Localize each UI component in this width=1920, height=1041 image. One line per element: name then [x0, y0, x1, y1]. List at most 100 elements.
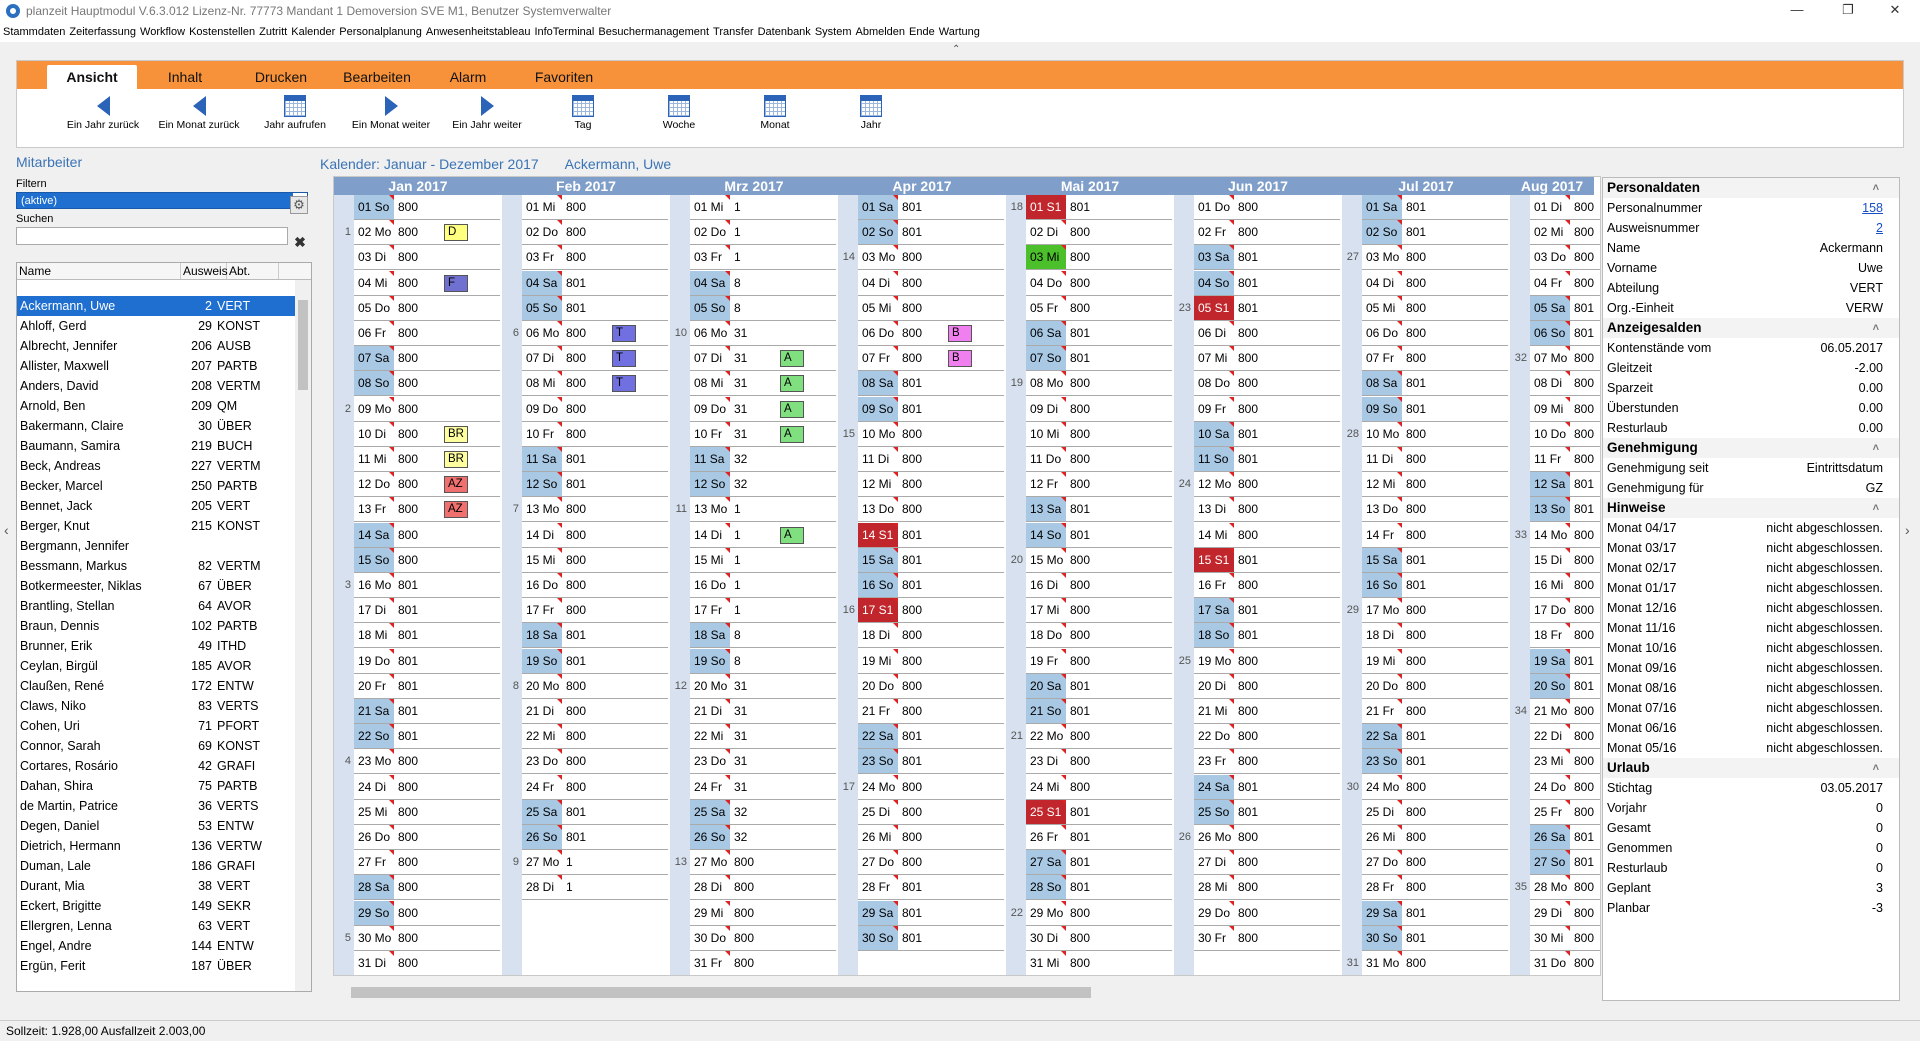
day-row[interactable]: 14 Di 1 A	[690, 522, 836, 548]
menu-item-ende[interactable]: Ende	[909, 26, 935, 38]
day-row[interactable]: 12 Mi 800	[1362, 472, 1508, 498]
day-row[interactable]: 07 Mi 800	[1194, 346, 1340, 372]
day-row[interactable]: 17 Fr 800	[522, 598, 668, 624]
day-row[interactable]: 22 Mi 31	[690, 724, 836, 750]
day-row[interactable]: 20 So 801	[1530, 673, 1600, 699]
day-row[interactable]: 19 Fr 800	[1026, 648, 1172, 674]
employee-row[interactable]: Degen, Daniel 53 ENTW	[17, 816, 311, 836]
menu-item-kalender[interactable]: Kalender	[291, 26, 336, 38]
day-row[interactable]: 08 Di 800	[1530, 371, 1600, 397]
absence-badge[interactable]: A	[780, 375, 804, 393]
day-row[interactable]: 10 Sa 801	[1194, 421, 1340, 447]
day-row[interactable]: 18 Di 800	[1362, 623, 1508, 649]
day-row[interactable]: 25 Mi 800	[354, 799, 500, 825]
detail-link[interactable]: 2	[1876, 221, 1883, 235]
day-row[interactable]: 16 So 801	[1362, 573, 1508, 598]
day-row[interactable]: 29 Sa 801	[1362, 900, 1508, 926]
day-row[interactable]: 24 Do 800	[1530, 774, 1600, 800]
employee-row[interactable]: Bakermann, Claire 30 ÜBER	[17, 416, 311, 436]
absence-badge[interactable]: D	[444, 224, 468, 242]
employee-row[interactable]: Brantling, Stellan 64 AVOR	[17, 596, 311, 616]
day-row[interactable]: 05 Sa 801	[1530, 295, 1600, 321]
day-row[interactable]: 28 Di 1	[522, 875, 668, 901]
employee-row[interactable]: Allister, Maxwell 207 PARTB	[17, 356, 311, 376]
day-row[interactable]: 25 Fr 800	[1530, 799, 1600, 825]
absence-badge[interactable]: BR	[444, 451, 468, 468]
day-row[interactable]: 06 Fr 800	[354, 321, 500, 346]
employee-row[interactable]: Bergmann, Jennifer	[17, 536, 311, 556]
day-row[interactable]: 17 Do 800	[1530, 598, 1600, 624]
day-row[interactable]: 02 Mi 800	[1530, 220, 1600, 246]
column-header-name[interactable]: Name	[17, 263, 181, 279]
day-row[interactable]: 18 Do 800	[1026, 623, 1172, 649]
day-row[interactable]: 12 So 801	[522, 472, 668, 498]
day-row[interactable]: 11 Di 800	[858, 447, 1004, 472]
day-row[interactable]: 09 So 801	[1362, 396, 1508, 422]
gear-icon[interactable]: ⚙	[290, 196, 308, 214]
day-row[interactable]: 31 Fr 800	[690, 951, 836, 975]
day-row[interactable]: 03 Sa 801	[1194, 245, 1340, 271]
day-row[interactable]: 08 Mo 800	[1026, 371, 1172, 397]
day-row[interactable]: 07 Fr 800 B	[858, 346, 1004, 372]
search-input[interactable]	[16, 227, 288, 245]
absence-badge[interactable]: T	[612, 350, 636, 368]
menu-item-kostenstellen[interactable]: Kostenstellen	[189, 26, 256, 38]
day-row[interactable]: 26 Fr 801	[1026, 825, 1172, 850]
day-row[interactable]: 03 Di 800	[354, 245, 500, 271]
day-row[interactable]: 14 So 801	[1026, 522, 1172, 548]
day-row[interactable]: 06 So 801	[1530, 321, 1600, 346]
section-genehmigung[interactable]: Genehmigung ˄	[1603, 438, 1899, 458]
day-row[interactable]: 24 Fr 31	[690, 774, 836, 800]
day-row[interactable]: 12 Fr 800	[1026, 472, 1172, 498]
day-row[interactable]: 02 So 801	[1362, 220, 1508, 246]
day-row[interactable]: 19 Mi 800	[858, 648, 1004, 674]
absence-badge[interactable]: B	[948, 325, 972, 342]
tab-favoriten[interactable]: Favoriten	[534, 69, 594, 85]
day-row[interactable]: 31 Mi 800	[1026, 951, 1172, 975]
scroll-left-icon[interactable]: ‹	[4, 522, 9, 538]
day-row[interactable]: 31 Do 800	[1530, 951, 1600, 975]
day-row[interactable]: 28 Fr 801	[858, 875, 1004, 901]
day-row[interactable]: 27 Fr 800	[354, 850, 500, 876]
day-row[interactable]: 02 Do 800	[522, 220, 668, 246]
employee-row[interactable]: Anders, David 208 VERTM	[17, 376, 311, 396]
day-row[interactable]: 03 Fr 800	[522, 245, 668, 271]
employee-row[interactable]: Ceylan, Birgül 185 AVOR	[17, 656, 311, 676]
day-row[interactable]: 20 Mo 31	[690, 673, 836, 699]
menu-item-infoterminal[interactable]: InfoTerminal	[534, 26, 595, 38]
day-row[interactable]: 05 Mi 800	[1362, 295, 1508, 321]
day-row[interactable]: 29 Sa 801	[858, 900, 1004, 926]
day-row[interactable]: 27 Do 800	[858, 850, 1004, 876]
menu-item-transfer[interactable]: Transfer	[713, 26, 754, 38]
day-row[interactable]: 05 So 801	[522, 295, 668, 321]
day-row[interactable]: 23 Do 800	[522, 749, 668, 775]
menu-item-workflow[interactable]: Workflow	[140, 26, 186, 38]
day-row[interactable]: 10 Di 800 BR	[354, 421, 500, 447]
employee-row[interactable]: Albrecht, Jennifer 206 AUSB	[17, 336, 311, 356]
day-row[interactable]: 05 S1 801	[1194, 295, 1340, 321]
employee-row[interactable]: Ackermann, Uwe 2 VERT	[17, 296, 311, 316]
clear-search-icon[interactable]: ✖	[294, 234, 306, 250]
day-row[interactable]: 21 Fr 800	[858, 699, 1004, 724]
day-row[interactable]: 07 Di 800 T	[522, 346, 668, 372]
day-row[interactable]: 30 Mi 800	[1530, 925, 1600, 951]
absence-badge[interactable]: B	[948, 350, 972, 368]
employee-row[interactable]: Engel, Andre 144 ENTW	[17, 936, 311, 956]
close-button[interactable]: ✕	[1889, 2, 1901, 17]
day-row[interactable]: 22 Mo 800	[1026, 724, 1172, 750]
menu-item-wartung[interactable]: Wartung	[938, 26, 980, 38]
day-row[interactable]: 27 Mo 800	[690, 850, 836, 876]
day-row[interactable]: 30 Do 800	[690, 925, 836, 951]
employee-row[interactable]: Arnold, Ben 209 QM	[17, 396, 311, 416]
day-row[interactable]: 07 So 801	[1026, 346, 1172, 372]
day-row[interactable]: 25 So 801	[1194, 799, 1340, 825]
employee-row[interactable]: Braun, Dennis 102 PARTB	[17, 616, 311, 636]
day-row[interactable]: 10 Mo 800	[858, 421, 1004, 447]
employee-row[interactable]: Connor, Sarah 69 KONST	[17, 736, 311, 756]
day-row[interactable]: 08 Mi 800 T	[522, 371, 668, 397]
day-row[interactable]: 30 Fr 800	[1194, 925, 1340, 951]
day-row[interactable]: 15 Sa 801	[858, 547, 1004, 573]
day-row[interactable]: 13 Mo 1	[690, 497, 836, 523]
day-row[interactable]: 20 Di 800	[1194, 673, 1340, 699]
day-row[interactable]: 22 Di 800	[1530, 724, 1600, 750]
